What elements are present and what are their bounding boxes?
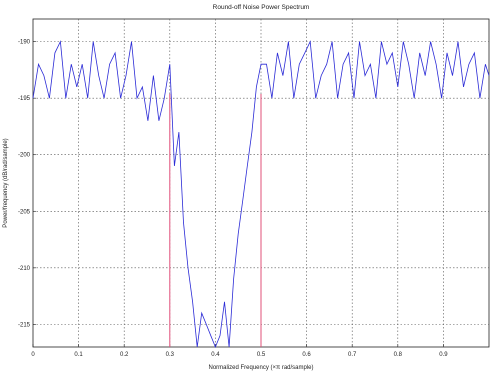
axis-ticks: 0 0.1 0.2 0.3 0.4 0.5 0.6 0.7 0.8 0.9 -190 -195 -200… xyxy=(18,40,448,358)
x-tick-label: 0.7 xyxy=(348,352,357,358)
y-tick-label: -195 xyxy=(18,96,31,102)
chart-title: Round-off Noise Power Spectrum xyxy=(213,4,310,11)
series-group xyxy=(32,40,490,349)
x-tick-label: 0.9 xyxy=(439,352,448,358)
y-tick-label: -205 xyxy=(18,209,31,215)
y-tick-label: -215 xyxy=(18,322,31,328)
x-axis-label: Normalized Frequency (×π rad/sample) xyxy=(208,365,313,371)
x-tick-label: 0.4 xyxy=(211,352,220,358)
x-tick-label: 0.2 xyxy=(120,352,129,358)
y-tick-label: -210 xyxy=(18,266,31,272)
x-tick-label: 0.6 xyxy=(302,352,311,358)
x-tick-label: 0.8 xyxy=(394,352,403,358)
x-tick-label: 0.3 xyxy=(166,352,175,358)
marker-group xyxy=(169,94,262,347)
y-axis-label: Power/frequency (dB/rad/sample) xyxy=(3,138,9,227)
x-tick-label: 0.1 xyxy=(74,352,83,358)
y-tick-label: -190 xyxy=(18,40,31,46)
x-tick-label: 0 xyxy=(31,352,35,358)
y-tick-label: -200 xyxy=(18,153,31,159)
spectrum-line xyxy=(32,40,490,349)
x-tick-label: 0.5 xyxy=(257,352,266,358)
